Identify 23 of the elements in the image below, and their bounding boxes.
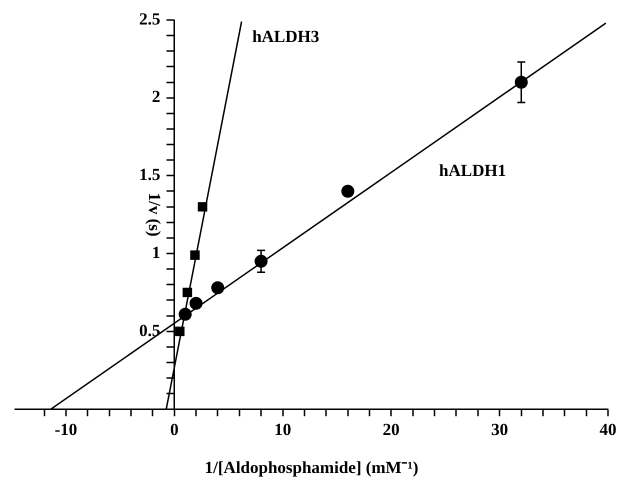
y-axis-title: 1/v (s) bbox=[144, 192, 164, 237]
y-tick-label: 2.5 bbox=[139, 9, 160, 28]
x-tick-label: 20 bbox=[382, 420, 400, 439]
point bbox=[175, 326, 185, 336]
x-tick-label: 10 bbox=[274, 420, 292, 439]
point bbox=[178, 308, 192, 321]
x-axis-title: 1/[Aldophosphamide] (mM⁻¹) bbox=[204, 458, 418, 478]
point bbox=[198, 202, 208, 212]
x-tick-label: 0 bbox=[170, 420, 179, 439]
y-tick-label: 0.5 bbox=[139, 320, 160, 340]
point bbox=[190, 296, 203, 310]
y-tick-label: 1 bbox=[152, 242, 160, 262]
x-tick-label: -10 bbox=[54, 420, 78, 439]
point bbox=[190, 250, 200, 260]
series-label: hALDH3 bbox=[252, 26, 320, 46]
point bbox=[341, 184, 354, 198]
point bbox=[182, 288, 192, 298]
x-tick-label: 40 bbox=[600, 420, 616, 439]
y-tick-label: 2 bbox=[152, 87, 160, 106]
x-tick-label: 30 bbox=[491, 420, 508, 439]
series-label: hALDH1 bbox=[438, 161, 506, 180]
point bbox=[211, 281, 224, 294]
y-tick-label: 1.5 bbox=[139, 165, 160, 184]
